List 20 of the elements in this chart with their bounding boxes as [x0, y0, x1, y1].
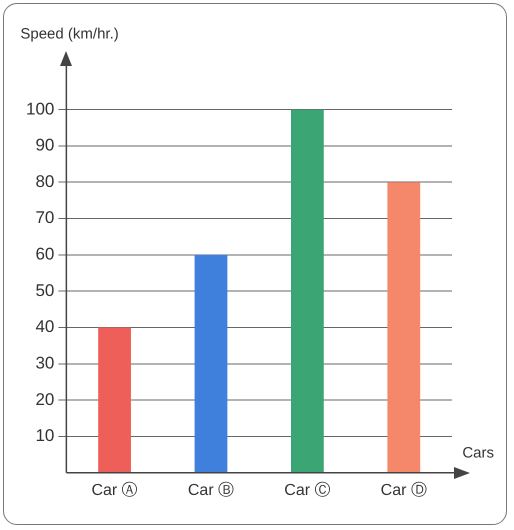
x-tick-label: Car Ⓓ	[380, 480, 427, 499]
y-tick-label: 60	[35, 244, 54, 264]
y-tick-label: 30	[35, 354, 54, 373]
bar	[290, 110, 324, 473]
y-tick-label: 40	[35, 317, 54, 336]
x-axis-title: Cars	[462, 444, 494, 462]
y-axis-title: Speed (km/hr.)	[20, 26, 119, 43]
y-tick-label: 70	[35, 208, 54, 228]
bar	[387, 182, 420, 473]
y-tick-label: 50	[35, 280, 54, 300]
y-tick-label: 80	[35, 172, 54, 191]
bar	[194, 254, 228, 473]
y-tick-label: 90	[35, 136, 54, 155]
x-tick-label: Car Ⓐ	[91, 480, 138, 499]
x-tick-label: Car Ⓒ	[284, 480, 331, 499]
y-tick-label: 10	[35, 426, 54, 446]
bar	[98, 328, 131, 473]
y-tick-label: 100	[26, 99, 54, 118]
x-tick-label: Car Ⓑ	[188, 480, 234, 499]
y-tick-label: 20	[35, 390, 54, 409]
